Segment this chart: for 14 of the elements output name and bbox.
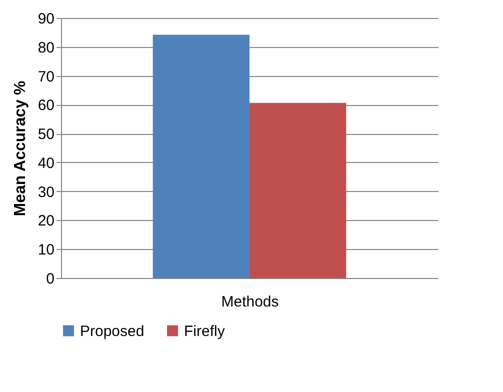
x-axis-title: Methods [221,294,279,310]
y-tick-label: 0 [46,270,54,288]
y-tick-label: 40 [38,154,54,172]
y-tick-label: 70 [38,68,54,86]
y-tick-label: 30 [38,184,54,201]
y-tick-label: 60 [38,97,54,114]
y-tick-label: 90 [38,10,54,28]
legend-label: Proposed [80,322,144,340]
y-axis-title: Mean Accuracy % [12,80,29,216]
y-tick-label: 20 [38,212,54,230]
y-tick-label: 80 [38,39,54,56]
y-tick-label: 50 [38,126,54,144]
y-tick-label: 10 [38,242,54,259]
legend-label: Firefly [184,322,226,340]
